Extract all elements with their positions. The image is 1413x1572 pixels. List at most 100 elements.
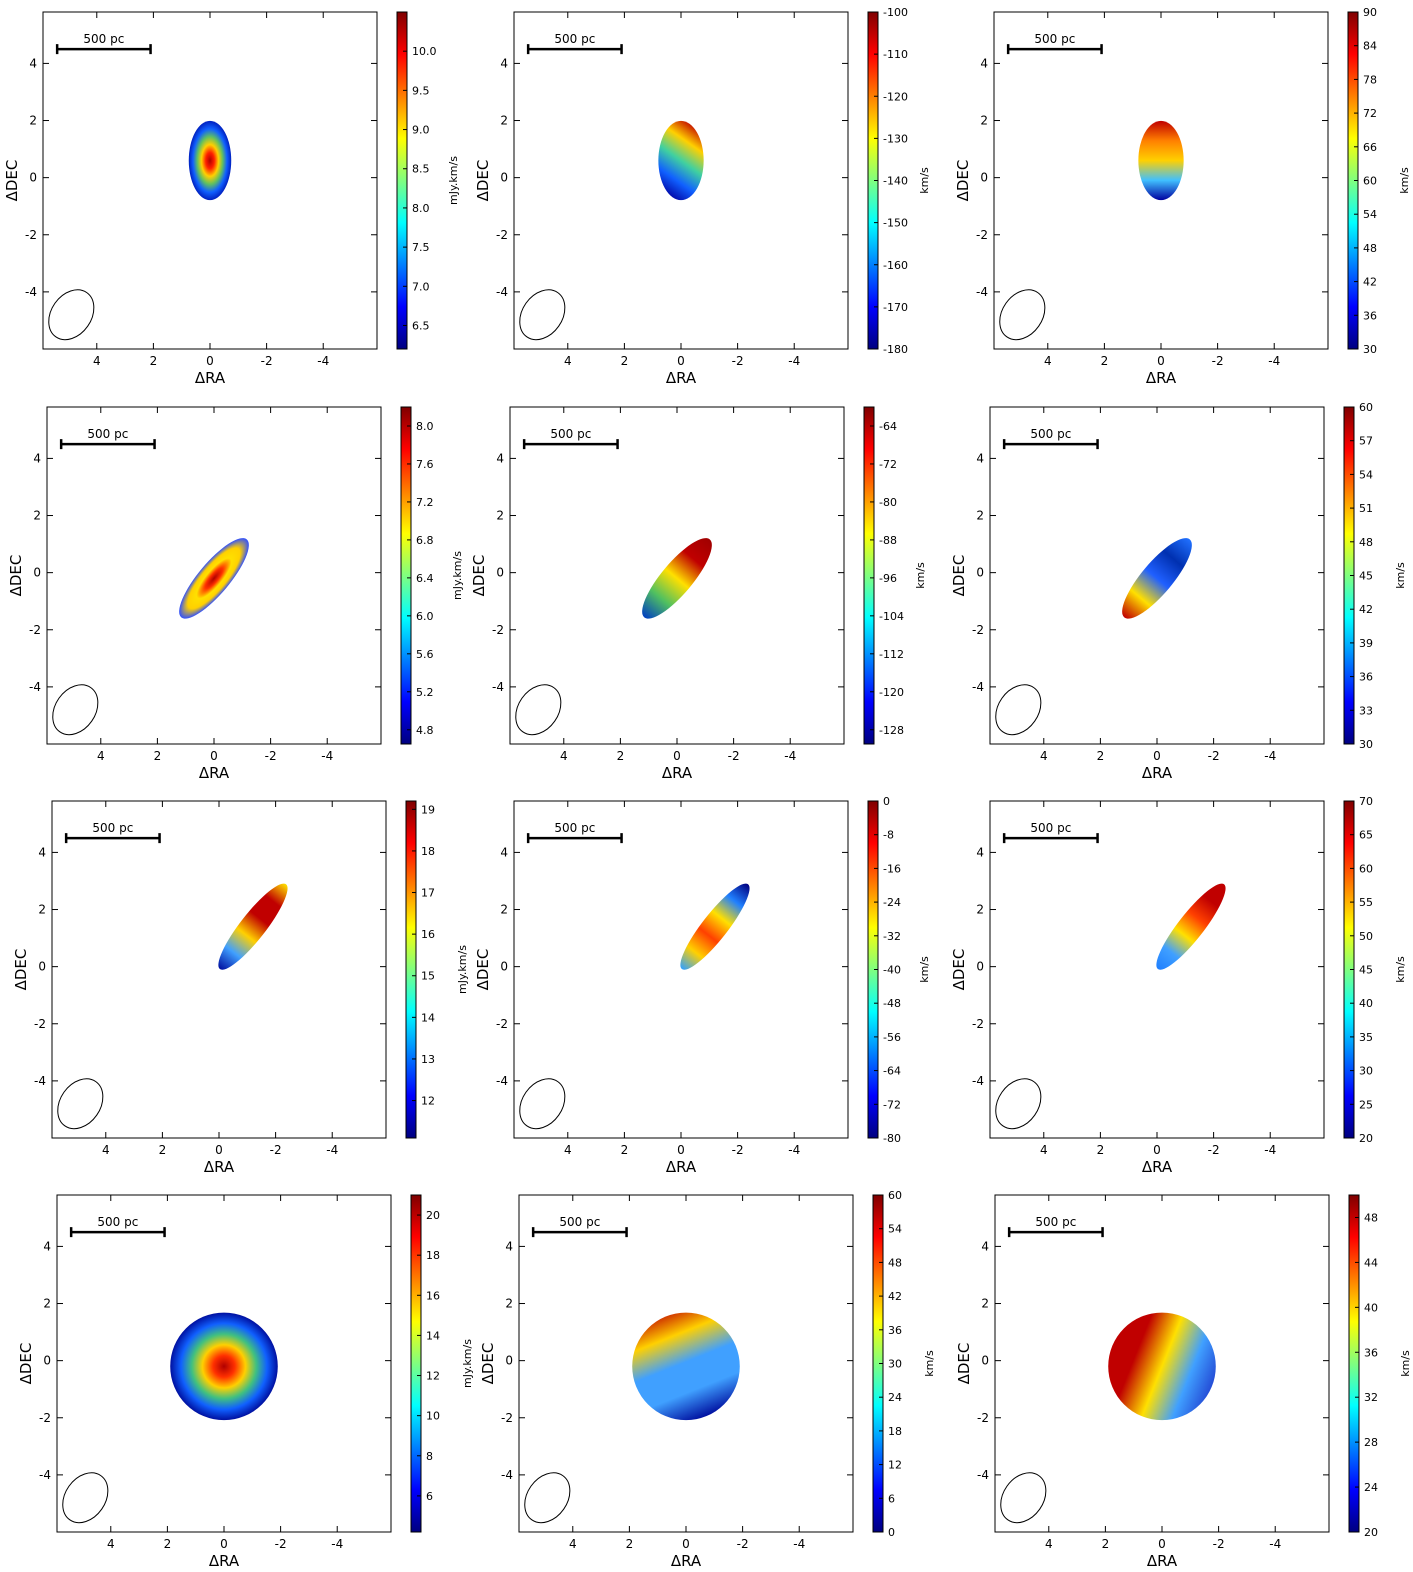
colorbar bbox=[405, 800, 417, 1139]
y-axis-label: ΔDEC bbox=[7, 555, 25, 597]
y-axis-label: ΔDEC bbox=[470, 555, 488, 597]
colorbar-tick-label: 60 bbox=[888, 1189, 902, 1202]
y-axis-label: ΔDEC bbox=[950, 949, 968, 991]
x-tick-label: 4 bbox=[102, 1143, 110, 1157]
beam bbox=[524, 1472, 571, 1524]
colorbar-tick-label: 4.8 bbox=[416, 724, 434, 737]
colorbar-tick-label: 18 bbox=[426, 1249, 440, 1262]
x-tick-label: 4 bbox=[564, 1143, 572, 1157]
colorbar-tick-label: 6.0 bbox=[416, 610, 434, 623]
map-image bbox=[1108, 1312, 1216, 1421]
x-tick-label: 4 bbox=[569, 1537, 577, 1551]
x-axis-label: ΔRA bbox=[204, 1158, 235, 1176]
x-tick-label: 4 bbox=[97, 749, 105, 763]
colorbar-tick-label: 7.6 bbox=[416, 458, 434, 471]
scale-bar bbox=[526, 833, 623, 844]
colorbar-tick-label: -104 bbox=[879, 610, 904, 623]
scale-bar-label: 500 pc bbox=[87, 427, 128, 441]
y-tick-label: 0 bbox=[976, 566, 984, 580]
colorbar-tick-label: 9.0 bbox=[412, 124, 430, 137]
x-tick-label: 2 bbox=[150, 354, 158, 368]
axes-frame bbox=[513, 800, 849, 1139]
y-tick-label: -2 bbox=[496, 228, 508, 242]
colorbar-tick-label: 6.4 bbox=[416, 572, 434, 585]
x-tick-label: 4 bbox=[560, 749, 568, 763]
map-image bbox=[1122, 538, 1192, 619]
scale-bar-label: 500 pc bbox=[1030, 427, 1071, 441]
colorbar-tick-label: -88 bbox=[879, 534, 897, 547]
colorbar-tick-label: 54 bbox=[1363, 208, 1377, 221]
map-image bbox=[1156, 883, 1226, 970]
y-tick-label: 2 bbox=[38, 903, 46, 917]
y-tick-label: 0 bbox=[29, 171, 37, 185]
y-tick-label: 0 bbox=[43, 1354, 51, 1368]
scale-bar-label: 500 pc bbox=[554, 32, 595, 46]
colorbar-tick-label: -170 bbox=[883, 301, 908, 314]
map-image bbox=[170, 1312, 278, 1421]
colorbar-tick-label: 6 bbox=[888, 1492, 895, 1505]
y-tick-label: -4 bbox=[492, 680, 504, 694]
x-tick-label: 2 bbox=[1097, 749, 1105, 763]
colorbar-tick-label: -64 bbox=[879, 420, 897, 433]
colorbar-tick-label: 36 bbox=[1359, 671, 1373, 684]
x-axis-label: ΔRA bbox=[1147, 1552, 1178, 1568]
colorbar-tick-label: 30 bbox=[1363, 343, 1377, 356]
x-tick-label: 0 bbox=[682, 1537, 690, 1551]
colorbar-tick-label: 72 bbox=[1363, 107, 1377, 120]
scale-bar bbox=[55, 44, 152, 55]
beam bbox=[519, 289, 566, 341]
colorbar-tick-label: 30 bbox=[1359, 738, 1373, 751]
y-tick-label: 4 bbox=[38, 845, 46, 859]
colorbar-tick-label: 0 bbox=[883, 795, 890, 808]
colorbar-tick-label: 12 bbox=[888, 1459, 902, 1472]
colorbar-tick-label: -40 bbox=[883, 964, 901, 977]
y-tick-label: 4 bbox=[976, 845, 984, 859]
x-axis-label: ΔRA bbox=[195, 369, 226, 387]
x-tick-label: 2 bbox=[154, 749, 162, 763]
x-tick-label: -2 bbox=[1208, 1143, 1220, 1157]
map-image bbox=[218, 883, 288, 970]
map-image bbox=[658, 120, 704, 201]
x-tick-label: 0 bbox=[673, 749, 681, 763]
scale-bar-label: 500 pc bbox=[1034, 32, 1075, 46]
x-tick-label: -4 bbox=[784, 749, 796, 763]
y-tick-label: 0 bbox=[981, 1354, 989, 1368]
x-tick-label: 2 bbox=[159, 1143, 167, 1157]
colorbar-tick-label: 7.2 bbox=[416, 496, 434, 509]
x-tick-label: 0 bbox=[1153, 1143, 1161, 1157]
colorbar-tick-label: -32 bbox=[883, 930, 901, 943]
scale-bar-label: 500 pc bbox=[554, 821, 595, 835]
y-tick-label: 4 bbox=[976, 451, 984, 465]
colorbar-label: km/s bbox=[918, 956, 931, 983]
colorbar-tick-label: 40 bbox=[1359, 997, 1373, 1010]
y-tick-label: -4 bbox=[39, 1468, 51, 1482]
colorbar bbox=[1348, 1194, 1360, 1533]
x-tick-label: 0 bbox=[677, 354, 685, 368]
colorbar-tick-label: 6.5 bbox=[412, 319, 430, 332]
x-tick-label: -2 bbox=[1213, 1537, 1225, 1551]
y-axis-label: ΔDEC bbox=[950, 555, 968, 597]
scale-bar-label: 500 pc bbox=[1030, 821, 1071, 835]
colorbar-tick-label: 15 bbox=[421, 970, 435, 983]
x-tick-label: 2 bbox=[164, 1537, 172, 1551]
colorbar-tick-label: 14 bbox=[421, 1011, 435, 1024]
x-axis-label: ΔRA bbox=[666, 1158, 697, 1176]
y-tick-label: -4 bbox=[34, 1074, 46, 1088]
y-tick-label: 4 bbox=[505, 1239, 513, 1253]
colorbar-tick-label: -120 bbox=[879, 686, 904, 699]
x-tick-label: -2 bbox=[732, 354, 744, 368]
colorbar-tick-label: 54 bbox=[888, 1223, 902, 1236]
y-tick-label: 4 bbox=[500, 845, 508, 859]
y-tick-label: -4 bbox=[25, 285, 37, 299]
map-image bbox=[632, 1312, 740, 1421]
colorbar-tick-label: -72 bbox=[879, 458, 897, 471]
y-tick-label: 0 bbox=[500, 960, 508, 974]
colorbar-tick-label: 36 bbox=[888, 1324, 902, 1337]
map-image bbox=[680, 883, 750, 970]
colorbar-label: km/s bbox=[1394, 562, 1407, 589]
colorbar-tick-label: 65 bbox=[1359, 829, 1373, 842]
y-tick-label: 2 bbox=[976, 903, 984, 917]
colorbar-tick-label: -72 bbox=[883, 1098, 901, 1111]
colorbar-tick-label: 42 bbox=[888, 1290, 902, 1303]
beam bbox=[1000, 1472, 1047, 1524]
